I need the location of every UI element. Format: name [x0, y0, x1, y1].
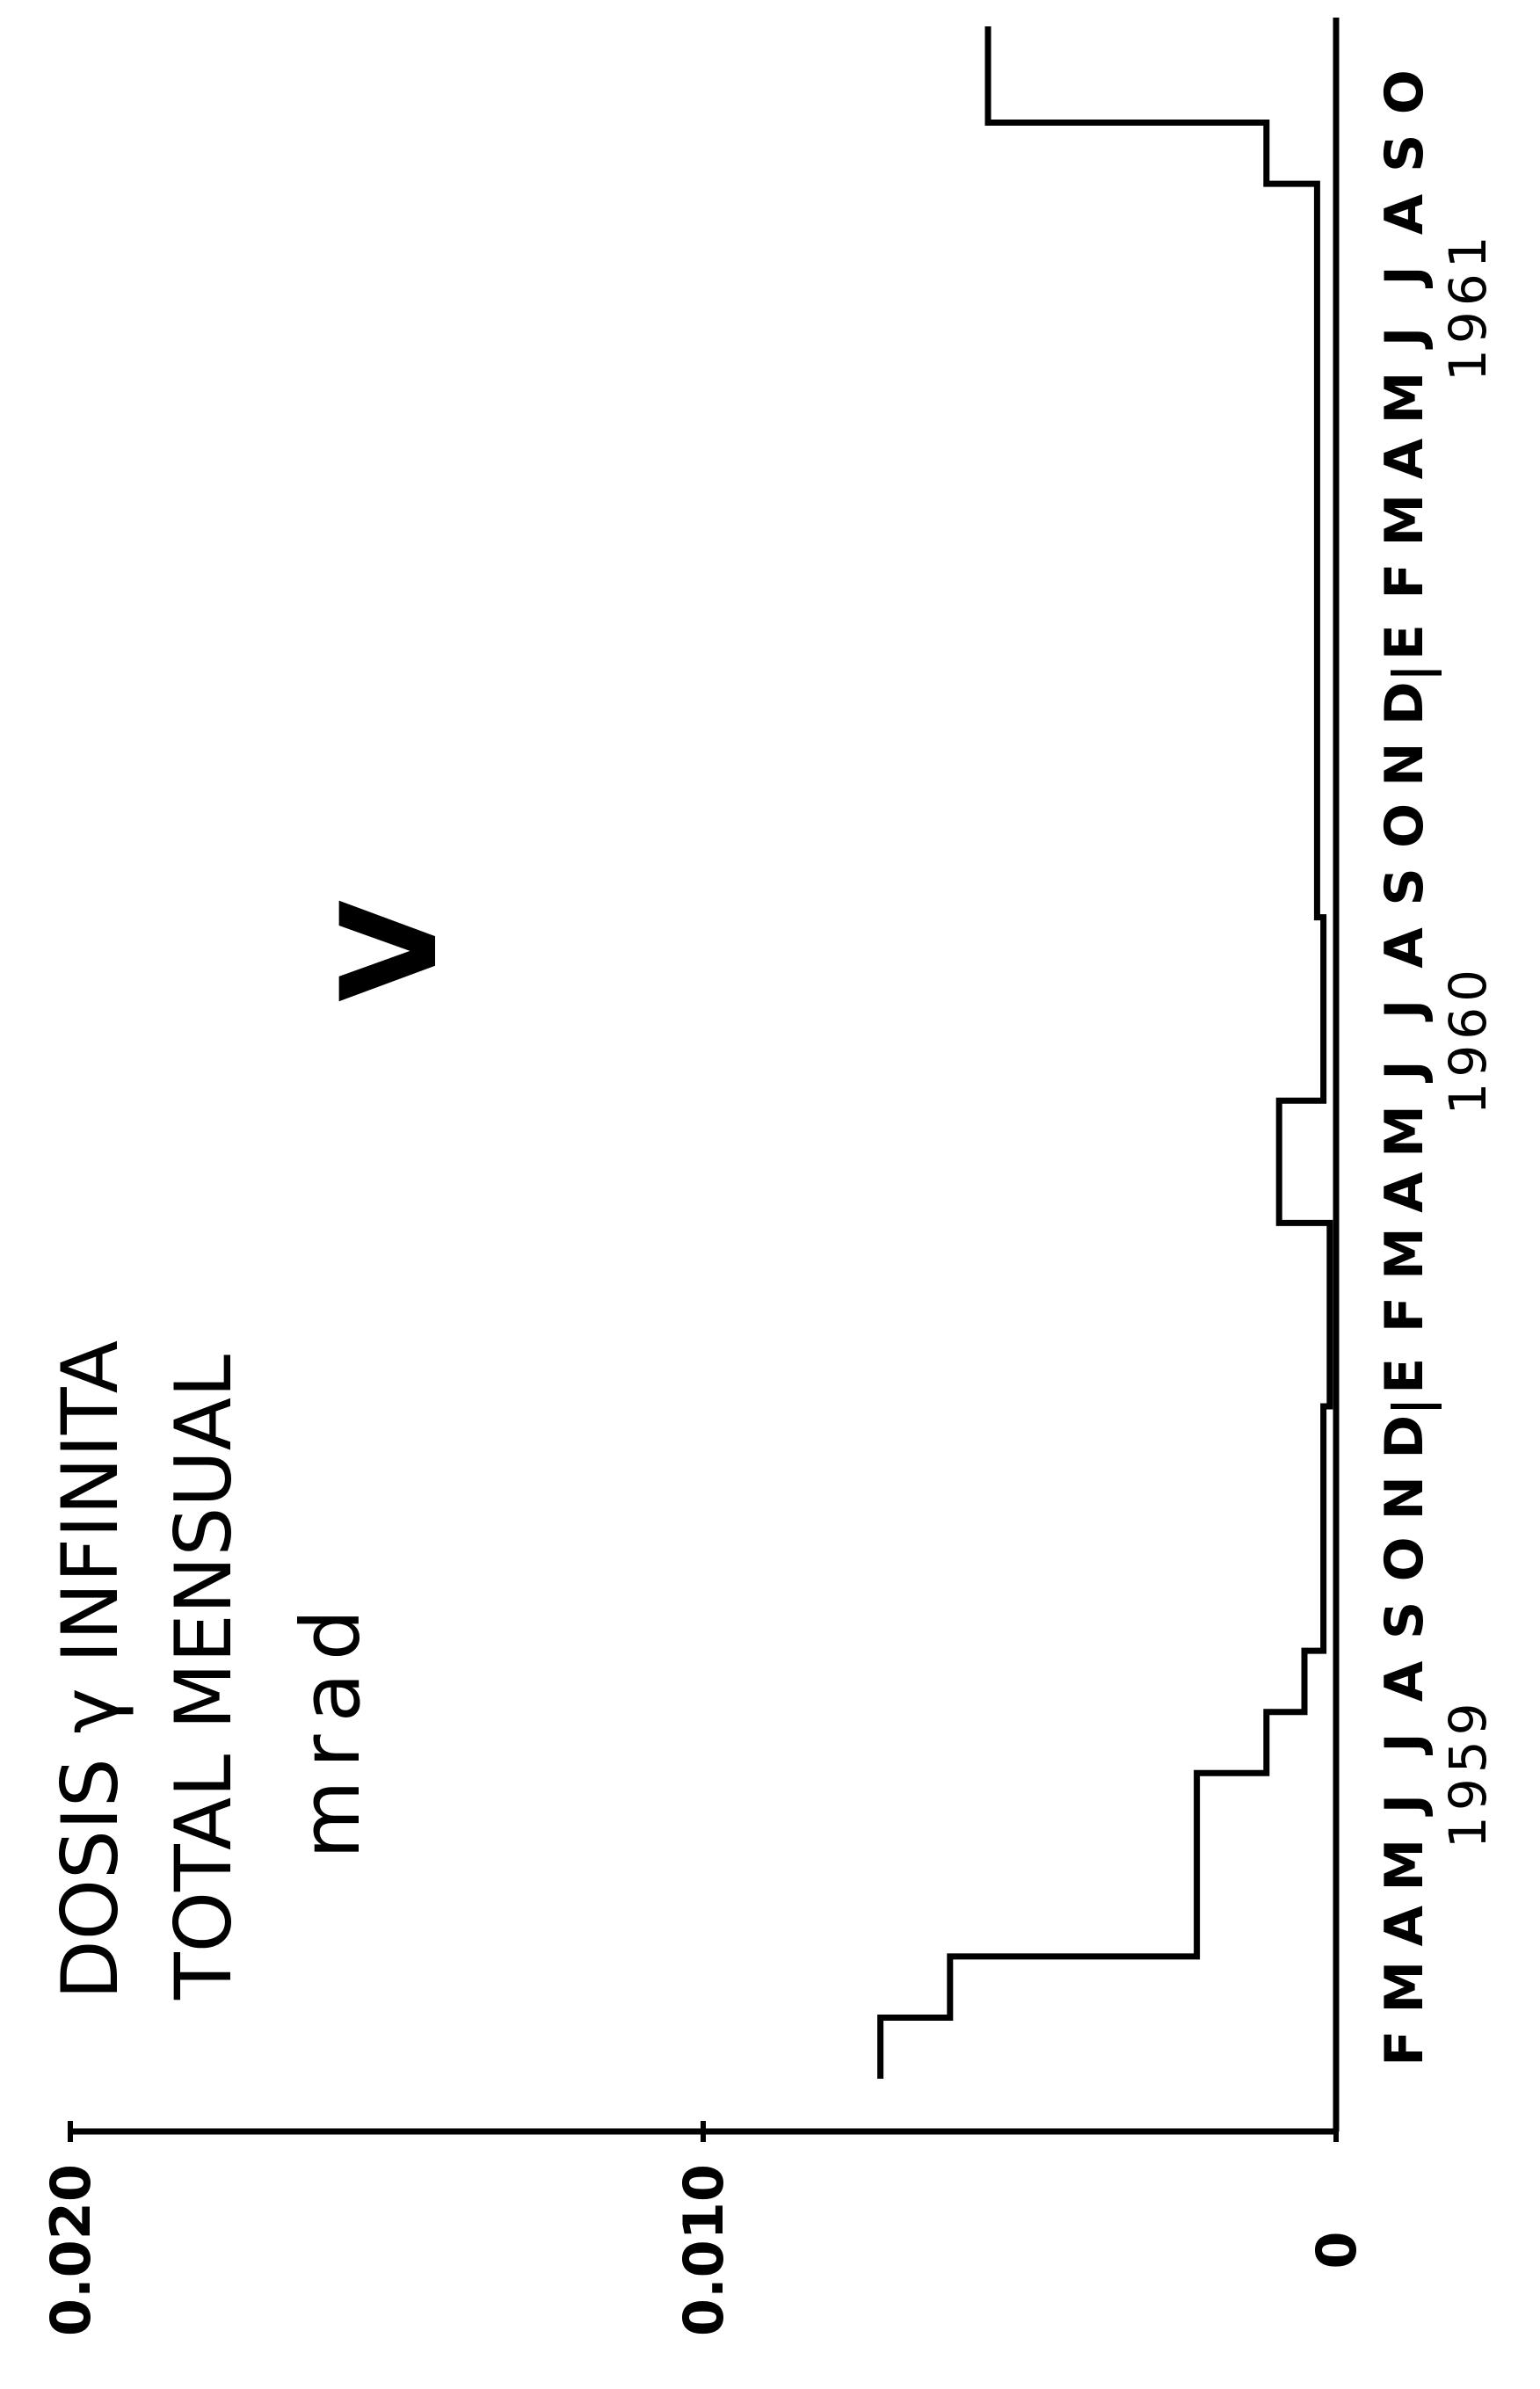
x-month-label: J: [1374, 327, 1435, 350]
x-month-label: A: [1374, 1660, 1435, 1702]
x-month-label: F: [1374, 2030, 1435, 2066]
x-month-label: D: [1374, 681, 1435, 725]
x-month-label: J: [1374, 265, 1435, 288]
x-month-label: J: [1374, 1794, 1435, 1817]
y-tick-label: 0: [1304, 2231, 1369, 2269]
x-month-label: S: [1374, 134, 1435, 172]
x-year-label: 1959: [1438, 1697, 1498, 1848]
x-month-label: A: [1374, 193, 1435, 235]
title-line-3: mrad: [284, 1597, 378, 1859]
x-month-label: F: [1374, 1296, 1435, 1332]
x-month-label: O: [1374, 69, 1435, 114]
x-month-label: A: [1374, 1905, 1435, 1946]
x-year-label: 1961: [1438, 230, 1498, 381]
x-month-label: N: [1374, 1476, 1435, 1520]
x-month-label: F: [1374, 563, 1435, 599]
x-month-label: A: [1374, 438, 1435, 479]
series-line: [877, 26, 1333, 2079]
x-month-label: M: [1374, 1227, 1435, 1280]
x-month-label: M: [1374, 1961, 1435, 2014]
y-tick-labels: 0 0.010 0.020: [39, 2121, 1369, 2336]
x-month-label: E: [1374, 1358, 1435, 1394]
x-month-label: S: [1374, 868, 1435, 905]
x-year-label: 1960: [1438, 964, 1498, 1115]
x-year-labels: 1959 1960 1961: [1438, 230, 1498, 1848]
panel-label: V: [314, 900, 467, 1002]
y-tick-label: 0.020: [39, 2164, 103, 2336]
x-month-label: D: [1374, 1415, 1435, 1459]
x-month-label: A: [1374, 1172, 1435, 1213]
x-month-label: S: [1374, 1601, 1435, 1639]
x-month-label: E: [1374, 624, 1435, 660]
x-month-label: M: [1374, 372, 1435, 425]
x-month-label: A: [1374, 927, 1435, 969]
title-line-2: TOTAL MENSUAL: [158, 1354, 249, 2001]
title-line-1: DOSIS γ INFINITA: [45, 1340, 135, 2000]
x-month-label: O: [1374, 803, 1435, 848]
y-tick-label: 0.010: [672, 2164, 736, 2336]
x-month-label: J: [1374, 999, 1435, 1022]
axes: [70, 18, 1340, 2135]
x-month-label: M: [1374, 1839, 1435, 1892]
x-month-label: O: [1374, 1536, 1435, 1581]
series: [877, 26, 1333, 2079]
x-month-label: M: [1374, 494, 1435, 547]
x-month-label: N: [1374, 743, 1435, 787]
x-month-label: J: [1374, 1732, 1435, 1755]
x-month-label: J: [1374, 1060, 1435, 1083]
chart-title: DOSIS γ INFINITA TOTAL MENSUAL mrad: [45, 1340, 378, 2001]
x-month-label: M: [1374, 1105, 1435, 1158]
